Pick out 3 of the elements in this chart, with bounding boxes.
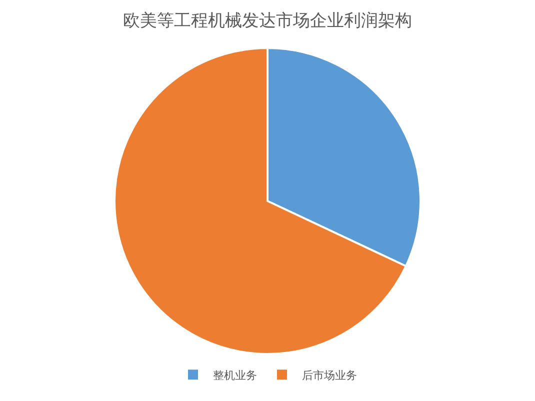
chart-title: 欧美等工程机械发达市场企业利润架构 — [123, 10, 412, 31]
legend-label: 后市场业务 — [302, 368, 357, 382]
legend-label: 整机业务 — [213, 368, 257, 382]
